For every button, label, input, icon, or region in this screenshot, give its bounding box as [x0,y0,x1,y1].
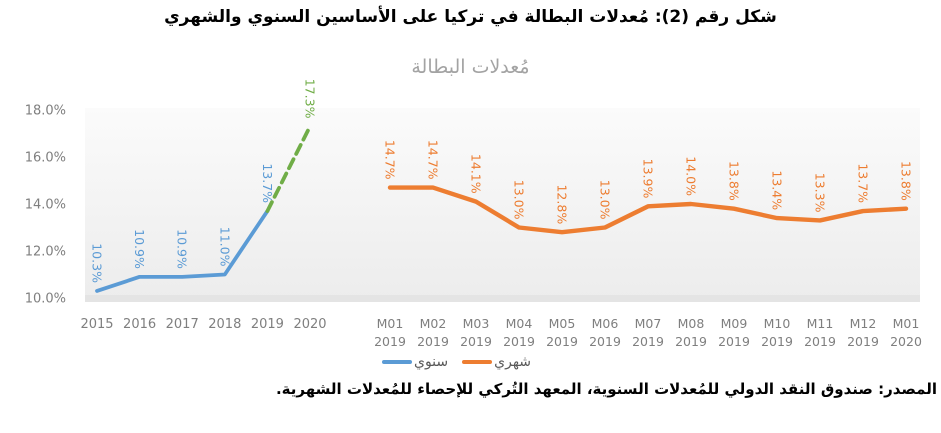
data-point-label: 10.3% [90,243,105,283]
x-axis-month-year-label: 2019 [847,334,879,349]
x-axis-month-year-label: 2019 [589,334,621,349]
data-point-label: 14.1% [469,154,484,194]
data-point-label: 17.3% [303,79,318,119]
data-point-label: 13.7% [260,163,275,203]
y-axis-tick-label: 16.0% [25,151,66,166]
data-point-label: 13.0% [598,180,613,220]
data-point-label: 13.8% [727,161,742,201]
legend-item-monthly: شهري [462,354,531,370]
x-axis-month-label: M03 [463,316,490,331]
x-axis-month-year-label: 2019 [804,334,836,349]
x-axis-month-year-label: 2019 [374,334,406,349]
data-point-label: 14.7% [383,140,398,180]
data-point-label: 13.7% [856,163,871,203]
x-axis-month-label: M11 [807,316,834,331]
x-axis-month-year-label: 2019 [460,334,492,349]
data-point-label: 13.4% [770,170,785,210]
annual-forecast-dashed-line [265,124,312,213]
chart-legend: سنوي شهري [0,354,927,370]
x-axis-month-label: M12 [850,316,877,331]
x-axis-month-year-label: 2019 [503,334,535,349]
x-axis-year-label: 2017 [166,317,199,332]
source-note: المصدر: صندوق النقد الدولي للمُعدلات الس… [275,380,937,398]
x-axis-month-label: M01 [377,316,404,331]
annual-series-line [95,209,270,293]
data-point-label: 10.9% [175,229,190,269]
x-axis-month-label: M10 [764,316,791,331]
x-axis-month-label: M02 [420,316,447,331]
x-axis-month-label: M04 [506,316,533,331]
figure-title: شكل رقم (2): مُعدلات البطالة في تركيا عل… [164,7,777,27]
x-axis-year-label: 2018 [208,317,241,332]
x-axis-month-year-label: 2019 [546,334,578,349]
x-axis-strip [85,295,920,302]
x-axis-year-label: 2019 [251,317,284,332]
data-point-label: 11.0% [217,227,232,267]
x-axis-month-year-label: 2019 [718,334,750,349]
legend-label-annual: سنوي [413,354,449,370]
x-axis-month-label: M09 [721,316,748,331]
monthly-series-line [387,185,909,235]
x-axis-month-year-label: 2019 [761,334,793,349]
x-axis-month-label: M08 [678,316,705,331]
x-axis-month-year-label: 2019 [417,334,449,349]
data-point-label: 13.3% [813,173,828,213]
legend-item-annual: سنوي [381,354,449,370]
data-point-label: 10.9% [132,229,147,269]
x-axis-month-label: M05 [549,316,576,331]
plot-area [85,108,920,302]
data-point-label: 13.8% [899,161,914,201]
data-point-label: 14.0% [684,156,699,196]
y-axis-tick-label: 14.0% [25,198,66,213]
y-axis-tick-label: 12.0% [25,245,66,260]
data-point-label: 14.7% [426,140,441,180]
x-axis-month-year-label: 2020 [890,334,922,349]
x-axis-month-label: M07 [635,316,662,331]
legend-label-monthly: شهري [494,354,532,370]
y-axis-tick-label: 10.0% [25,292,66,307]
monthly-line-marker-icon [462,360,493,364]
chart-title: مُعدلات البطالة [411,56,530,78]
x-axis-month-year-label: 2019 [675,334,707,349]
x-axis-year-label: 2020 [293,317,326,332]
x-axis-month-label: M01 [893,316,920,331]
data-point-label: 13.0% [512,180,527,220]
x-axis-month-year-label: 2019 [632,334,664,349]
x-axis-month-label: M06 [592,316,619,331]
annual-line-marker-icon [381,360,412,364]
y-axis-tick-label: 18.0% [25,104,66,119]
data-point-label: 12.8% [555,184,570,224]
data-point-label: 13.9% [641,159,656,199]
x-axis-year-label: 2016 [123,317,156,332]
x-axis-year-label: 2015 [80,317,113,332]
